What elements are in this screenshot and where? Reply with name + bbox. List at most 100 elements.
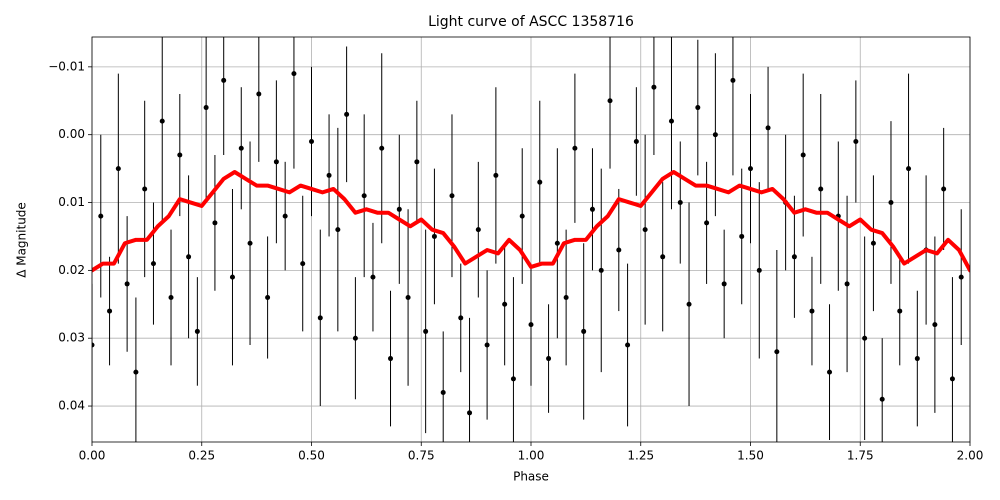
x-tick-label: 0.50 — [298, 449, 325, 463]
data-point — [326, 172, 332, 178]
data-point — [335, 227, 341, 233]
data-point — [589, 206, 595, 212]
data-point — [124, 281, 130, 287]
data-point — [352, 335, 358, 341]
data-point — [774, 349, 780, 355]
data-point — [809, 308, 815, 314]
trend-line — [92, 170, 970, 273]
data-point — [888, 200, 894, 206]
data-point — [800, 152, 806, 158]
data-point — [493, 172, 499, 178]
data-point — [748, 166, 753, 172]
data-point — [256, 91, 262, 97]
data-point — [177, 152, 183, 158]
data-point — [730, 77, 736, 83]
data-point — [897, 308, 903, 314]
data-point — [291, 71, 297, 77]
data-point — [98, 213, 104, 219]
data-point — [572, 145, 578, 151]
data-point — [712, 132, 718, 138]
data-point — [458, 315, 464, 321]
data-point — [115, 166, 121, 172]
y-tick-label: 0.04 — [58, 399, 85, 413]
x-tick-label: 2.00 — [957, 449, 984, 463]
data-point — [853, 138, 859, 144]
data-point — [704, 220, 710, 226]
data-point — [870, 240, 876, 246]
data-point — [431, 233, 437, 239]
data-point — [554, 240, 560, 246]
data-point — [721, 281, 727, 287]
data-point — [238, 145, 244, 151]
data-point — [344, 111, 350, 117]
data-point — [844, 281, 850, 287]
data-point — [906, 166, 912, 172]
data-point — [765, 125, 771, 131]
data-point — [932, 322, 938, 328]
data-point — [414, 159, 420, 165]
data-point — [563, 295, 569, 301]
data-point — [405, 295, 411, 301]
data-point — [862, 335, 868, 341]
data-point — [686, 301, 692, 307]
y-tick-label: 0.02 — [58, 263, 85, 277]
x-tick-label: 0.25 — [188, 449, 215, 463]
data-point — [150, 261, 156, 267]
data-point — [958, 274, 964, 280]
data-point — [502, 301, 508, 307]
data-point — [791, 254, 797, 260]
data-point — [449, 193, 455, 199]
data-point — [484, 342, 490, 348]
data-point — [607, 98, 613, 104]
y-axis-label: Δ Magnitude — [15, 202, 29, 278]
data-point — [756, 267, 762, 273]
data-point — [361, 193, 367, 199]
chart-title: Light curve of ASCC 1358716 — [428, 14, 634, 30]
data-point — [668, 118, 674, 124]
data-point — [739, 233, 745, 239]
data-point — [379, 145, 385, 151]
y-tick-label: 0.01 — [58, 195, 85, 209]
axes: 0.00 0.25 0.50 0.75 1.00 1.25 1.50 1.75 2.00 −0.0… — [48, 59, 983, 462]
data-point — [370, 274, 376, 280]
data-point — [616, 247, 622, 253]
data-point — [941, 186, 947, 192]
data-point — [142, 186, 148, 192]
x-tick-label: 1.75 — [847, 449, 874, 463]
data-point — [949, 376, 955, 382]
data-point — [528, 322, 534, 328]
y-tick-label: 0.00 — [58, 127, 85, 141]
data-point — [282, 213, 288, 219]
y-tick-label: −0.01 — [48, 59, 85, 73]
plot-data — [92, 37, 970, 442]
data-point — [537, 179, 543, 185]
data-point — [168, 295, 174, 301]
x-tick-label: 0.75 — [408, 449, 435, 463]
data-point — [92, 342, 95, 348]
data-point — [247, 240, 253, 246]
data-point — [194, 328, 200, 334]
data-point — [475, 227, 481, 233]
data-point — [879, 396, 885, 402]
data-point — [317, 315, 323, 321]
data-point — [388, 356, 394, 362]
data-point — [229, 274, 235, 280]
data-point — [546, 356, 552, 362]
data-point — [633, 138, 639, 144]
data-point — [440, 389, 446, 395]
data-point — [581, 328, 587, 334]
data-point — [203, 105, 209, 111]
y-tick-label: 0.03 — [58, 331, 85, 345]
data-point — [660, 254, 666, 260]
x-tick-label: 0.00 — [79, 449, 106, 463]
data-point — [423, 328, 429, 334]
x-tick-label: 1.50 — [737, 449, 764, 463]
data-point — [642, 227, 648, 233]
data-point — [625, 342, 631, 348]
data-point — [914, 356, 920, 362]
x-tick-label: 1.25 — [627, 449, 654, 463]
x-tick-label: 1.00 — [518, 449, 545, 463]
data-point — [309, 138, 314, 144]
data-point — [651, 84, 657, 90]
